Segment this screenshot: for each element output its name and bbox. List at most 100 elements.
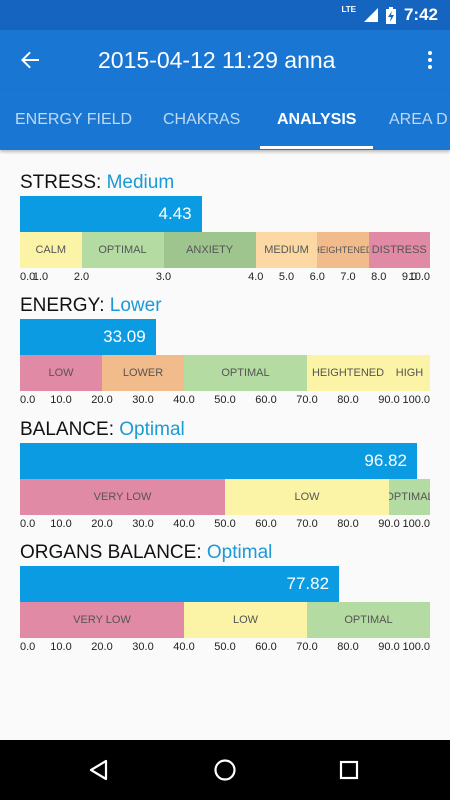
- tick-label: 10.0: [50, 518, 72, 530]
- status-time: 7:42: [403, 5, 438, 24]
- section-label: ORGANS BALANCE:: [20, 542, 202, 563]
- tick-label: 8.0: [371, 271, 387, 283]
- tick-label: 0.0: [20, 271, 36, 283]
- section-label: ENERGY:: [20, 295, 105, 316]
- tick-label: 50.0: [214, 394, 236, 406]
- tick-label: 60.0: [255, 518, 277, 530]
- tick-label: 60.0: [255, 641, 277, 653]
- tick-label: 40.0: [173, 641, 195, 653]
- tick-label: 4.0: [248, 271, 264, 283]
- navigation-bar: [0, 740, 450, 800]
- tick-label: 50.0: [214, 518, 236, 530]
- section-level: Optimal: [206, 542, 273, 563]
- tick-label: 3.0: [155, 271, 172, 283]
- tick-label: 80.0: [337, 641, 359, 653]
- back-triangle-icon: [89, 759, 108, 781]
- section-title: STRESS: Medium: [20, 172, 174, 194]
- tick-labels: 0.0 10.0 20.0 30.0 40.0 50.0 60.0 70.0 80.0 90.0 1…: [20, 638, 430, 656]
- tab-area[interactable]: AREA D: [389, 111, 448, 128]
- tick-label: 50.0: [214, 641, 236, 653]
- page-title: 2015-04-12 11:29 anna: [98, 47, 336, 73]
- zone-scale: CALMOPTIMALANXIETYMEDIUMHEIGHTENEDDISTRE…: [20, 232, 430, 268]
- section-title: ORGANS BALANCE: Optimal: [20, 542, 272, 564]
- back-button[interactable]: [10, 40, 50, 80]
- tick-labels: 0.0 10.0 20.0 30.0 40.0 50.0 60.0 70.0 80.0 90.0 1…: [20, 391, 430, 409]
- zone-low: LOW: [184, 602, 307, 638]
- nav-back-button[interactable]: [81, 752, 117, 788]
- zone-medium: MEDIUM: [255, 232, 318, 268]
- tick-label: 10.0: [408, 271, 430, 283]
- zone-heightened: HEIGHTENED: [307, 355, 389, 391]
- signal-icon: [363, 8, 378, 22]
- status-bar: LTE 7:42: [0, 0, 450, 30]
- more-options-button[interactable]: [424, 44, 436, 76]
- section-level: Medium: [106, 172, 175, 193]
- tab-chakras[interactable]: CHAKRAS: [163, 111, 241, 128]
- active-tab-indicator: [260, 146, 373, 149]
- tick-label: 70.0: [296, 394, 318, 406]
- tick-label: 70.0: [296, 641, 318, 653]
- zone-lower: LOWER: [102, 355, 184, 391]
- app-bar: 2015-04-12 11:29 anna: [0, 30, 450, 90]
- zone-high: HIGH: [389, 355, 430, 391]
- more-vert-icon: [428, 51, 432, 55]
- tick-label: 2.0: [73, 271, 90, 283]
- value-bar: 96.82: [20, 443, 417, 479]
- zone-heightened: HEIGHTENED: [317, 232, 369, 268]
- tick-label: 10.0: [50, 641, 72, 653]
- section-label: BALANCE:: [20, 419, 114, 440]
- tick-label: 100.0: [402, 641, 430, 653]
- tick-label: 100.0: [402, 518, 430, 530]
- tick-label: 30.0: [132, 641, 154, 653]
- zone-anxiety: ANXIETY: [163, 232, 256, 268]
- tick-label: 7.0: [340, 271, 356, 283]
- section-label: STRESS:: [20, 172, 102, 193]
- tick-label: 90.0: [378, 518, 400, 530]
- value-bar: 77.82: [20, 566, 340, 602]
- tab-bar: ENERGY FIELD CHAKRAS ANALYSIS AREA D: [0, 90, 450, 150]
- zone-calm: CALM: [20, 232, 82, 268]
- tick-labels: 0.0 10.0 20.0 30.0 40.0 50.0 60.0 70.0 80.0 90.0 1…: [20, 515, 430, 533]
- tick-label: 1.0: [32, 271, 49, 283]
- lte-label: LTE: [341, 4, 356, 14]
- zone-optimal: OPTIMAL: [307, 602, 430, 638]
- status-icons: LTE 7:42: [341, 0, 438, 30]
- recents-square-icon: [339, 760, 359, 780]
- tick-label: 90.0: [378, 641, 400, 653]
- tab-energy-field[interactable]: ENERGY FIELD: [15, 111, 133, 128]
- zone-optimal: OPTIMAL: [389, 479, 430, 515]
- battery-charging-icon: [385, 6, 396, 24]
- zone-low: LOW: [20, 355, 102, 391]
- tick-label: 10.0: [50, 394, 72, 406]
- section-title: ENERGY: Lower: [20, 295, 162, 317]
- tick-label: 30.0: [132, 394, 154, 406]
- zone-distress: DISTRESS: [368, 232, 430, 268]
- tick-label: 40.0: [173, 518, 195, 530]
- home-circle-icon: [214, 759, 236, 781]
- tab-analysis[interactable]: ANALYSIS: [277, 111, 357, 128]
- arrow-back-icon: [21, 51, 39, 69]
- section-level: Optimal: [119, 419, 185, 440]
- tick-label: 100.0: [402, 394, 430, 406]
- tick-label: 0.0: [20, 394, 36, 406]
- tick-label: 5.0: [278, 271, 295, 283]
- nav-recents-button[interactable]: [331, 752, 367, 788]
- tick-label: 0.0: [20, 518, 36, 530]
- tick-label: 40.0: [173, 394, 195, 406]
- zone-optimal: OPTIMAL: [184, 355, 307, 391]
- tick-label: 0.0: [20, 641, 36, 653]
- nav-home-button[interactable]: [207, 752, 243, 788]
- tick-label: 70.0: [296, 518, 318, 530]
- zone-scale: LOW LOWER OPTIMAL HEIGHTENED HIGH: [20, 355, 430, 391]
- zone-optimal: OPTIMAL: [81, 232, 164, 268]
- zone-very-low: VERY LOW: [20, 479, 225, 515]
- zone-low: LOW: [225, 479, 389, 515]
- zone-very-low: VERY LOW: [20, 602, 184, 638]
- tick-label: 20.0: [91, 394, 113, 406]
- tick-label: 60.0: [255, 394, 277, 406]
- section-level: Lower: [109, 295, 162, 316]
- tick-label: 80.0: [337, 518, 359, 530]
- tick-label: 80.0: [337, 394, 359, 406]
